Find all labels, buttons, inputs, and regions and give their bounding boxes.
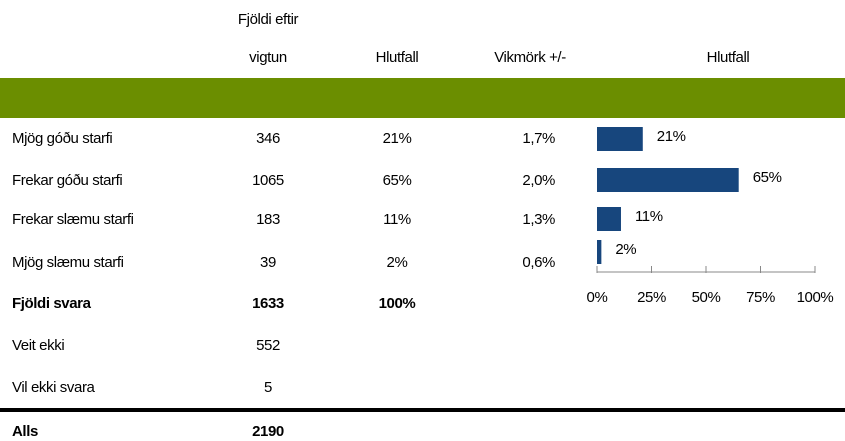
cell: Mjög góðu starfi [12, 130, 112, 147]
header-chart: Hlutfall [707, 49, 750, 66]
cell: 1,3% [522, 211, 555, 228]
bar [597, 207, 621, 231]
cell: Frekar slæmu starfi [12, 211, 134, 228]
cell: 2190 [252, 423, 284, 440]
cell: Vil ekki svara [12, 379, 96, 396]
rule [0, 408, 845, 412]
bar [597, 127, 643, 151]
x-tick-label: 25% [637, 289, 666, 306]
cell: 346 [256, 130, 280, 147]
x-tick-label: 0% [587, 289, 608, 306]
cell: 1065 [252, 172, 284, 189]
cell: 39 [260, 254, 276, 271]
cell: 65% [383, 172, 412, 189]
header-band [0, 78, 845, 118]
x-tick-label: 75% [746, 289, 775, 306]
header-share: Hlutfall [376, 49, 419, 66]
cell: 5 [264, 379, 272, 396]
bar [597, 168, 739, 192]
bar [597, 240, 602, 264]
cell: 1,7% [522, 130, 555, 147]
cell: Frekar góðu starfi [12, 172, 122, 189]
x-tick-label: 100% [797, 289, 834, 306]
value-label: 21% [657, 128, 686, 145]
cell: 11% [383, 211, 411, 228]
cell: 0,6% [522, 254, 555, 271]
cell: 183 [256, 211, 280, 228]
cell: Veit ekki [12, 337, 64, 354]
cell: Mjög slæmu starfi [12, 254, 124, 271]
cell: 21% [383, 130, 412, 147]
value-label: 65% [753, 169, 782, 186]
cell: 2,0% [522, 172, 555, 189]
cell: 2% [387, 254, 408, 271]
header-margin: Vikmörk +/- [494, 49, 566, 66]
header-count-1: Fjöldi eftir [238, 11, 299, 28]
cell: Fjöldi svara [12, 295, 92, 312]
cell: Alls [12, 423, 38, 440]
cell: 552 [256, 337, 280, 354]
value-label: 11% [635, 208, 663, 225]
header-count-2: vigtun [249, 49, 287, 66]
x-tick-label: 50% [692, 289, 721, 306]
value-label: 2% [615, 241, 636, 258]
cell: 100% [379, 295, 416, 312]
cell: 1633 [252, 295, 284, 312]
